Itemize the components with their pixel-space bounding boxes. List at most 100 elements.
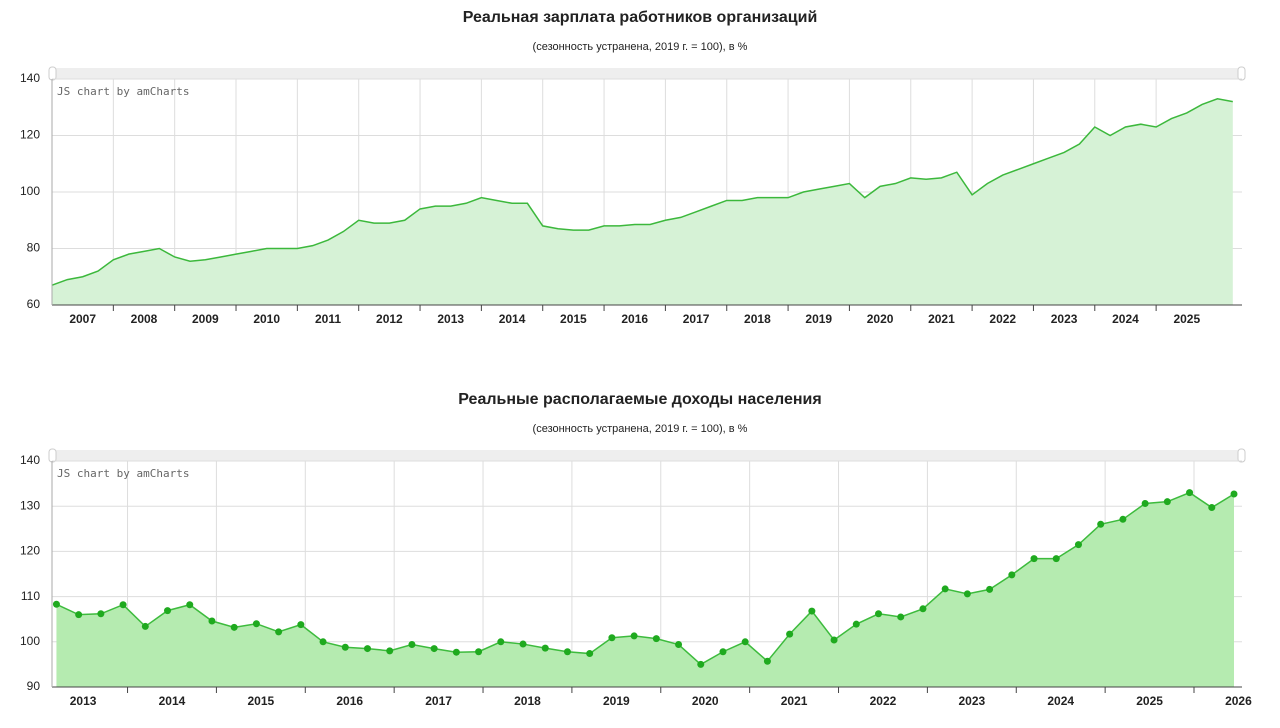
y-tick-label: 100 — [20, 634, 40, 648]
point — [1074, 541, 1082, 549]
y-tick-label: 80 — [27, 241, 41, 255]
point — [1030, 555, 1038, 563]
point — [1008, 571, 1016, 579]
x-tick-label: 2009 — [192, 312, 219, 326]
y-tick-label: 140 — [20, 453, 40, 467]
point — [608, 634, 616, 642]
point — [630, 632, 638, 640]
point — [763, 657, 771, 665]
point — [652, 635, 660, 643]
point — [141, 622, 149, 630]
scrollbar — [52, 450, 1242, 461]
point — [1052, 555, 1060, 563]
point — [275, 628, 283, 636]
x-tick-label: 2025 — [1173, 312, 1200, 326]
chart-title: Реальные располагаемые доходы населения — [458, 391, 821, 408]
scroll-grip — [48, 66, 57, 81]
x-tick-label: 2026 — [1225, 694, 1252, 708]
scrollbar — [52, 68, 1242, 79]
x-tick-label: 2022 — [989, 312, 1016, 326]
point — [475, 648, 483, 656]
x-tick-label: 2013 — [70, 694, 97, 708]
point — [1230, 490, 1238, 498]
x-tick-label: 2021 — [781, 694, 808, 708]
point — [919, 605, 927, 613]
x-tick-label: 2021 — [928, 312, 955, 326]
point — [741, 638, 749, 646]
x-tick-label: 2011 — [315, 312, 341, 326]
y-tick-label: 120 — [20, 128, 40, 142]
x-tick-label: 2017 — [683, 312, 710, 326]
x-tick-label: 2013 — [437, 312, 464, 326]
point — [963, 590, 971, 598]
area-fill — [52, 98, 1233, 306]
point — [1163, 498, 1171, 506]
point — [675, 641, 683, 649]
x-tick-label: 2020 — [692, 694, 719, 708]
chart-subtitle: (сезонность устранена, 2019 г. = 100), в… — [533, 423, 748, 435]
x-tick-label: 2022 — [870, 694, 897, 708]
point — [852, 620, 860, 628]
line — [56, 491, 1235, 666]
x-tick-label: 2018 — [514, 694, 541, 708]
x-tick-label: 2020 — [867, 312, 894, 326]
x-tick-label: 2025 — [1136, 694, 1163, 708]
x-tick-label: 2024 — [1112, 312, 1139, 326]
x-tick-label: 2010 — [253, 312, 280, 326]
scroll-grip — [1237, 66, 1246, 81]
point — [408, 641, 416, 649]
point — [497, 638, 505, 646]
chart-title: Реальная зарплата работников организаций — [463, 9, 818, 26]
point — [252, 620, 260, 628]
point — [430, 645, 438, 653]
point — [941, 585, 949, 593]
point — [1119, 515, 1127, 523]
chart-subtitle: (сезонность устранена, 2019 г. = 100), в… — [533, 41, 748, 53]
point — [297, 621, 305, 629]
point — [75, 611, 83, 619]
x-tick-label: 2024 — [1047, 694, 1074, 708]
point — [1141, 499, 1149, 507]
point — [1186, 489, 1194, 497]
x-tick-label: 2014 — [159, 694, 186, 708]
x-tick-label: 2008 — [131, 312, 158, 326]
point — [1208, 504, 1216, 512]
point — [97, 610, 105, 618]
point — [986, 585, 994, 593]
x-tick-label: 2017 — [425, 694, 452, 708]
point — [786, 630, 794, 638]
y-tick-label: 140 — [20, 71, 40, 85]
area-fill — [56, 492, 1235, 687]
point — [452, 648, 460, 656]
x-tick-label: 2016 — [336, 694, 363, 708]
point — [830, 636, 838, 644]
point — [519, 640, 527, 648]
point — [1097, 520, 1105, 528]
x-tick-label: 2018 — [744, 312, 771, 326]
point — [119, 601, 127, 609]
line — [51, 98, 1233, 286]
credit: JS chart by amCharts — [57, 85, 189, 98]
y-tick-label: 120 — [20, 544, 40, 558]
x-tick-label: 2015 — [247, 694, 274, 708]
y-tick-label: 100 — [20, 184, 40, 198]
point — [208, 617, 216, 625]
x-tick-label: 2007 — [69, 312, 96, 326]
point — [563, 648, 571, 656]
x-tick-label: 2023 — [958, 694, 985, 708]
point — [319, 638, 327, 646]
x-tick-label: 2014 — [499, 312, 526, 326]
point — [341, 643, 349, 651]
scroll-grip — [1237, 448, 1246, 463]
x-tick-label: 2016 — [621, 312, 648, 326]
x-tick-label: 2015 — [560, 312, 587, 326]
x-tick-label: 2012 — [376, 312, 403, 326]
point — [186, 601, 194, 609]
point — [386, 647, 394, 655]
y-tick-label: 90 — [27, 679, 41, 693]
point — [541, 644, 549, 652]
x-tick-label: 2019 — [805, 312, 832, 326]
point — [586, 650, 594, 658]
